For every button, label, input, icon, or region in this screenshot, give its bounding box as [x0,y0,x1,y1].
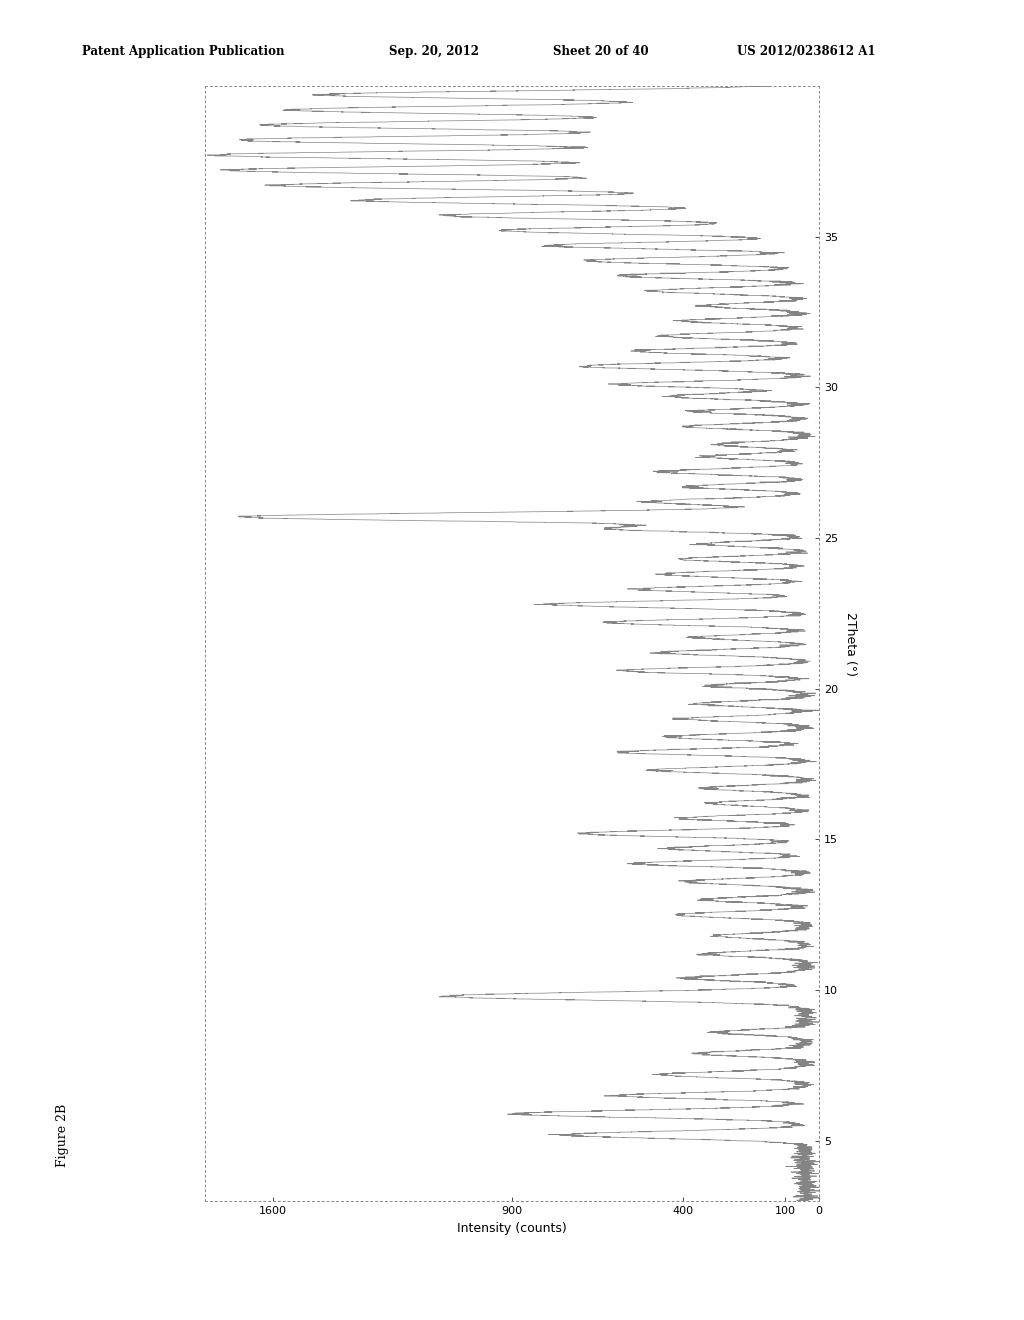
Text: Patent Application Publication: Patent Application Publication [82,45,285,58]
Text: US 2012/0238612 A1: US 2012/0238612 A1 [737,45,876,58]
Y-axis label: 2Theta (°): 2Theta (°) [844,611,857,676]
Text: Sep. 20, 2012: Sep. 20, 2012 [389,45,479,58]
Text: Sheet 20 of 40: Sheet 20 of 40 [553,45,648,58]
Text: Figure 2B: Figure 2B [56,1104,70,1167]
X-axis label: Intensity (counts): Intensity (counts) [457,1221,567,1234]
